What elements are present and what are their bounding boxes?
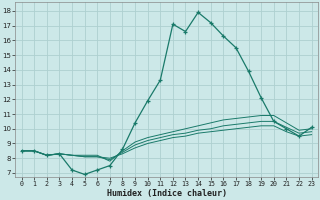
X-axis label: Humidex (Indice chaleur): Humidex (Indice chaleur) — [107, 189, 227, 198]
